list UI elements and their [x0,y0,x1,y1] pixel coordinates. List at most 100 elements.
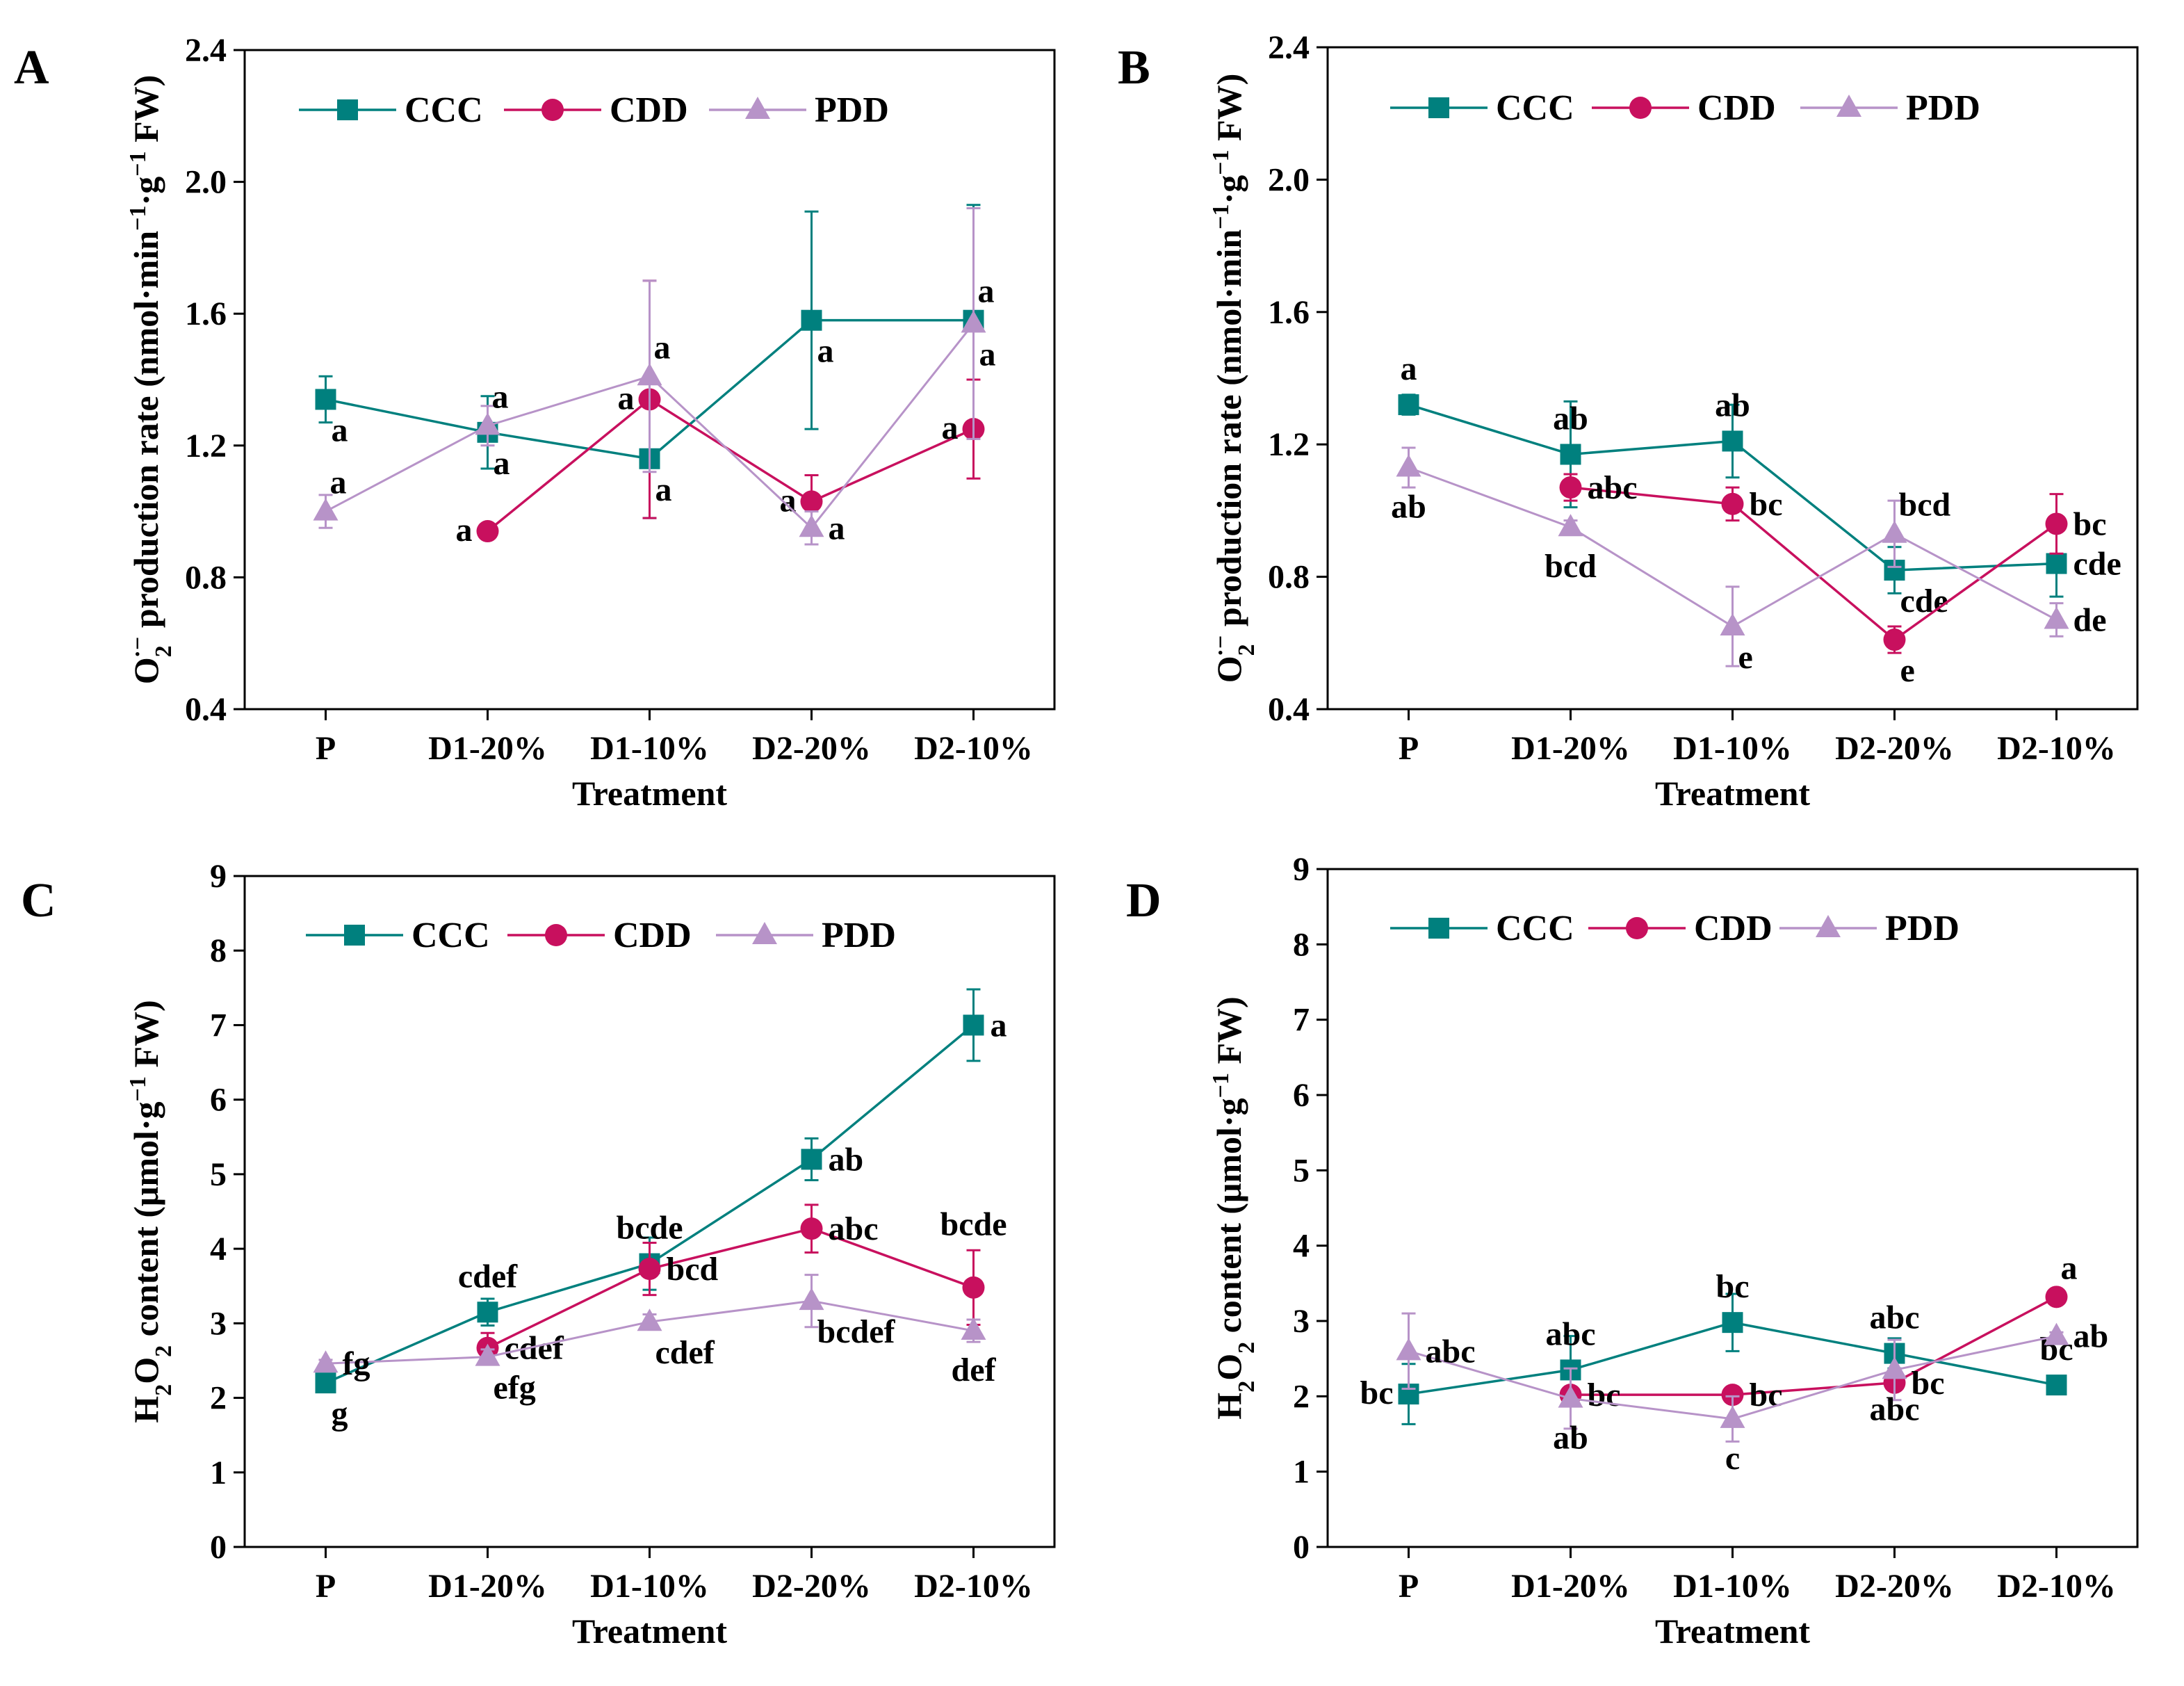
y-tick-label: 9 [210,858,227,895]
pdd-marker [752,922,777,944]
pdd-marker [1396,1338,1421,1361]
x-tick-label: D2-10% [914,730,1033,767]
significance-label: a [942,410,959,446]
legend-label: CCC [1496,909,1574,948]
pdd-marker [2044,606,2069,629]
significance-label: a [332,412,348,448]
legend-label: PDD [1906,88,1980,128]
x-tick-label: D1-10% [590,730,709,767]
x-tick-label: D1-10% [1673,1568,1792,1605]
significance-label: cdef [655,1334,715,1371]
y-tick-label: 2.0 [1268,161,1310,198]
y-tick-label: 2 [1293,1378,1310,1415]
x-tick-label: D2-10% [1997,1568,2116,1605]
x-tick-label: D1-20% [428,1568,547,1605]
ccc-marker [2046,553,2067,574]
y-axis-label: O2·− production rate (nmol·min−1·g−1 FW) [1208,74,1260,683]
significance-label: bc [1588,1377,1621,1413]
y-tick-label: 6 [1293,1077,1310,1114]
series-line [487,1227,975,1349]
panel-D: D 0 1 2 3 4 5 6 7 8 9 P D1-20% D1-10% D2-20% D2-10% Trea… [1126,851,2139,1651]
significance-label: bcde [940,1206,1007,1242]
cdd-marker [545,924,567,946]
y-tick-label: 6 [210,1082,227,1119]
panel-A: A 0.4 0.8 1.2 1.6 2.0 2.4 P D1-20% D1-10% D2-20% D2… [14,32,1056,813]
ccc-marker [315,389,336,410]
significance-label: ab [829,1141,864,1178]
y-tick-label: 2.0 [185,164,227,201]
y-tick-label: 5 [1293,1152,1310,1189]
y-tick-label: 2.4 [185,32,227,69]
significance-label: cdef [505,1330,564,1367]
series-line [1570,486,2057,642]
legend-label: CDD [613,916,692,955]
cdd-marker [638,1258,661,1281]
pdd-marker [637,1308,662,1331]
significance-label: ab [1553,400,1588,437]
y-tick-label: 0.4 [1268,691,1310,728]
panel-letter: C [21,874,56,927]
x-tick-label: D2-20% [752,730,871,767]
legend-label: PDD [822,916,896,955]
significance-label: cde [2073,546,2121,583]
cdd-marker [962,1276,985,1299]
y-tick-label: 0.8 [185,559,227,596]
significance-label: a [2061,1249,2078,1286]
ccc-marker [477,1302,498,1323]
legend-label: CCC [411,916,490,955]
x-axis-label: Treatment [572,1612,727,1651]
cdd-marker [1883,629,1906,651]
series-cdd: cdef bcd abc bcde [476,1203,1007,1367]
pdd-marker [1836,95,1861,117]
significance-label: ab [1715,387,1750,423]
pdd-marker [1396,454,1421,477]
significance-label: bcde [617,1210,683,1247]
x-tick-label: D1-20% [1511,730,1630,767]
legend-label: CDD [610,90,688,130]
significance-label: de [2073,601,2107,638]
pdd-marker [1720,1405,1745,1428]
ccc-marker [801,309,822,331]
panel-letter: B [1118,41,1150,95]
pdd-marker [1882,1356,1907,1379]
cdd-marker [800,1217,823,1240]
legend-label: CDD [1697,88,1776,128]
cdd-marker [1721,492,1744,515]
pdd-marker [961,310,986,333]
significance-label: abc [1588,469,1638,506]
legend: CCC CDD PDD [306,916,896,955]
legend-label: CDD [1694,909,1773,948]
pdd-marker [2044,1322,2069,1345]
ccc-marker [1722,430,1743,452]
pdd-marker [313,1350,339,1373]
x-tick-label: D2-10% [1997,730,2116,767]
ccc-marker [1722,1312,1743,1334]
x-tick-label: P [1399,730,1419,767]
pdd-marker [799,1288,824,1311]
significance-label: a [978,273,995,310]
significance-label: bcdef [817,1313,896,1350]
panel-letter: A [14,41,49,95]
x-tick-label: D2-20% [1835,730,1954,767]
x-tick-label: D1-10% [1673,730,1792,767]
x-tick-label: P [316,1568,336,1605]
legend: CCC CDD PDD [1390,909,1959,948]
x-axis-label: Treatment [1655,1612,1810,1651]
y-tick-label: 2.4 [1268,29,1310,66]
legend-label: CCC [1496,88,1574,128]
significance-label: bc [2073,505,2107,542]
series-cdd: abc bc e bc [1559,469,2107,689]
significance-label: bc [1360,1375,1394,1411]
significance-label: a [1401,350,1417,387]
y-tick-label: 0.4 [185,691,227,728]
y-tick-label: 3 [1293,1303,1310,1340]
y-tick-label: 0 [210,1529,227,1566]
cdd-marker [1721,1384,1744,1407]
y-axis-label: H2O2 content (μmol·g−1 FW) [1208,996,1260,1419]
cdd-marker [541,99,564,121]
significance-label: ab [2073,1318,2109,1355]
significance-label: a [494,445,510,482]
significance-label: c [1725,1440,1740,1477]
